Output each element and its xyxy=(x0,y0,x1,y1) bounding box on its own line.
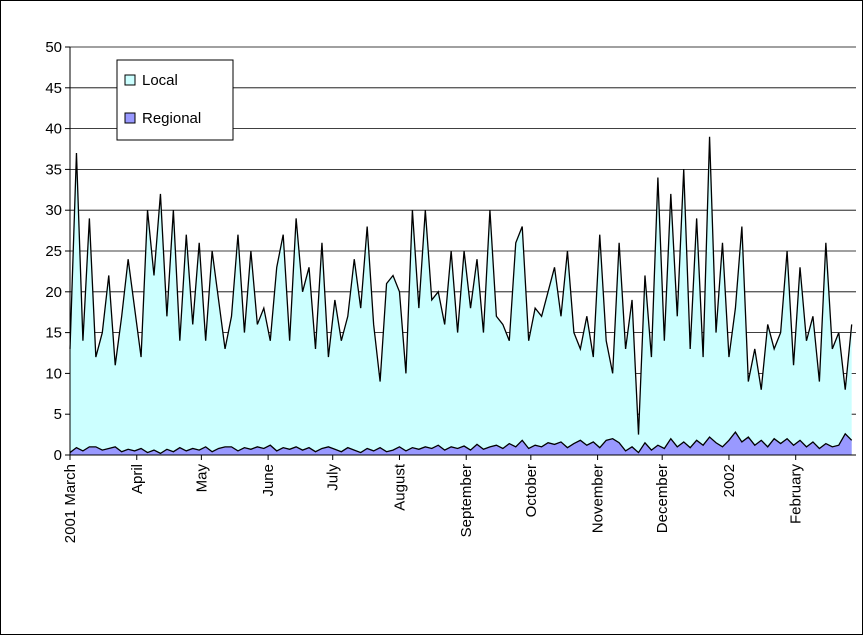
x-tick-label: July xyxy=(325,464,342,491)
x-tick-label: 2001 March xyxy=(62,464,79,543)
y-tick-label: 40 xyxy=(45,121,62,138)
x-tick-label: 2002 xyxy=(721,464,738,497)
x-tick-label: April xyxy=(129,464,146,494)
x-tick-label: December xyxy=(654,464,671,533)
x-tick-label: June xyxy=(260,464,277,497)
y-tick-label: 25 xyxy=(45,243,62,260)
x-tick-label: November xyxy=(590,464,607,533)
y-tick-label: 30 xyxy=(45,202,62,219)
y-tick-label: 45 xyxy=(45,80,62,97)
y-tick-label: 5 xyxy=(54,406,62,423)
y-tick-label: 35 xyxy=(45,161,62,178)
legend-box xyxy=(116,59,234,141)
y-tick-label: 15 xyxy=(45,325,62,342)
x-tick-label: October xyxy=(523,464,540,517)
x-tick-label: August xyxy=(391,463,408,511)
y-tick-label: 0 xyxy=(54,447,62,464)
legend-label: Local xyxy=(142,72,178,89)
y-tick-label: 50 xyxy=(45,39,62,56)
x-tick-label: September xyxy=(458,464,475,537)
legend-swatch xyxy=(124,112,136,124)
y-tick-label: 20 xyxy=(45,284,62,301)
line xyxy=(69,136,853,435)
line xyxy=(69,431,853,455)
legend: Local Regional xyxy=(116,59,234,141)
legend-label: Regional xyxy=(142,110,201,127)
x-tick-label: February xyxy=(788,464,805,525)
y-tick-label: 10 xyxy=(45,365,62,382)
x-tick-label: May xyxy=(193,464,210,493)
area xyxy=(70,432,852,455)
legend-swatch xyxy=(124,74,136,86)
